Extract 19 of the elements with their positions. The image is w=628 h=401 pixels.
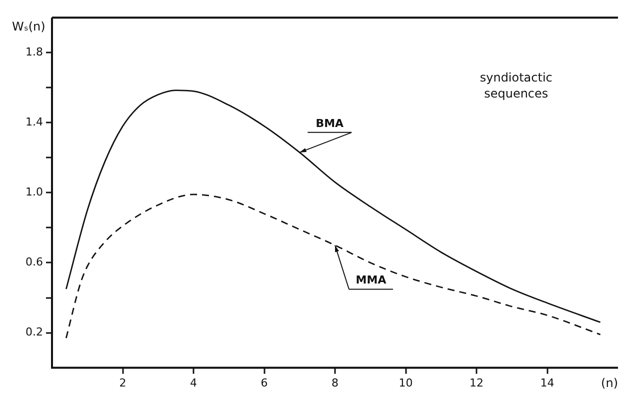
y-tick-label: 1.8 xyxy=(26,45,43,58)
x-tick-label: 4 xyxy=(190,376,197,390)
y-tick-label: 0.6 xyxy=(26,256,43,269)
x-axis-title: (n) xyxy=(601,376,618,390)
y-tick-label: 0.2 xyxy=(26,326,43,339)
x-tick-label: 12 xyxy=(470,376,484,390)
x-tick-label: 10 xyxy=(398,376,413,390)
line-series xyxy=(65,194,602,339)
y-tick-label: 1.0 xyxy=(26,186,43,199)
x-tick-label: 2 xyxy=(119,376,126,390)
x-tick-label: 14 xyxy=(540,376,554,390)
y-tick-label: 1.4 xyxy=(26,116,43,129)
series-label: MMA xyxy=(356,274,387,287)
x-tick-label: 8 xyxy=(332,376,338,390)
x-tick-label: 6 xyxy=(260,376,268,390)
text: BMA xyxy=(316,116,344,130)
annotation: syndiotactic sequences xyxy=(480,70,552,101)
y-axis-title: Wₛ(n) xyxy=(12,20,46,34)
line-series xyxy=(65,90,602,323)
